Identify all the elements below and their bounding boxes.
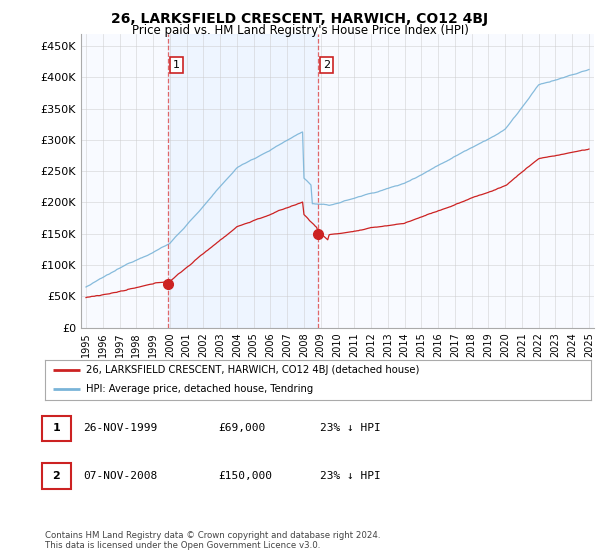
Text: 26, LARKSFIELD CRESCENT, HARWICH, CO12 4BJ: 26, LARKSFIELD CRESCENT, HARWICH, CO12 4… bbox=[112, 12, 488, 26]
Text: £150,000: £150,000 bbox=[218, 471, 272, 481]
Text: 2: 2 bbox=[323, 60, 331, 70]
Text: 23% ↓ HPI: 23% ↓ HPI bbox=[320, 423, 380, 433]
Text: HPI: Average price, detached house, Tendring: HPI: Average price, detached house, Tend… bbox=[86, 384, 313, 394]
Text: 26, LARKSFIELD CRESCENT, HARWICH, CO12 4BJ (detached house): 26, LARKSFIELD CRESCENT, HARWICH, CO12 4… bbox=[86, 365, 419, 375]
Text: 23% ↓ HPI: 23% ↓ HPI bbox=[320, 471, 380, 481]
Text: 2: 2 bbox=[53, 471, 60, 481]
Text: £69,000: £69,000 bbox=[218, 423, 265, 433]
Bar bbox=[168, 34, 318, 328]
Text: 1: 1 bbox=[53, 423, 60, 433]
Text: Contains HM Land Registry data © Crown copyright and database right 2024.
This d: Contains HM Land Registry data © Crown c… bbox=[45, 530, 380, 550]
Text: Price paid vs. HM Land Registry's House Price Index (HPI): Price paid vs. HM Land Registry's House … bbox=[131, 24, 469, 36]
Text: 1: 1 bbox=[173, 60, 180, 70]
Text: 26-NOV-1999: 26-NOV-1999 bbox=[83, 423, 157, 433]
Text: 07-NOV-2008: 07-NOV-2008 bbox=[83, 471, 157, 481]
